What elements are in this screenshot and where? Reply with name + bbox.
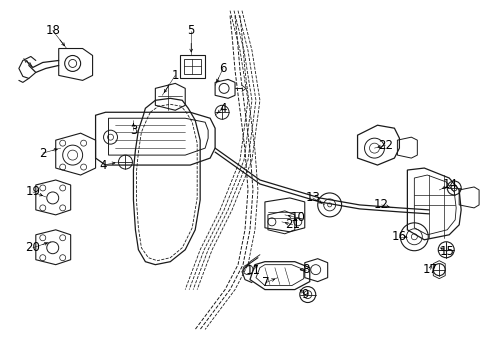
Text: 5: 5	[187, 24, 195, 37]
Text: 4: 4	[219, 102, 226, 115]
Text: 10: 10	[290, 211, 305, 224]
Text: 7: 7	[262, 276, 269, 289]
Text: 19: 19	[25, 185, 40, 198]
Text: 13: 13	[305, 192, 320, 204]
Text: 11: 11	[245, 264, 260, 277]
Text: 14: 14	[442, 179, 457, 192]
Text: 22: 22	[377, 139, 392, 152]
Text: 12: 12	[373, 198, 388, 211]
Text: 20: 20	[25, 241, 40, 254]
Text: 21: 21	[285, 218, 300, 231]
Text: 3: 3	[129, 124, 137, 137]
Text: 2: 2	[39, 147, 46, 159]
Text: 6: 6	[219, 62, 226, 75]
Text: 18: 18	[45, 24, 60, 37]
Text: 17: 17	[422, 263, 437, 276]
Text: 9: 9	[301, 288, 308, 301]
Text: 15: 15	[439, 245, 454, 258]
Text: 4: 4	[100, 158, 107, 172]
Text: 8: 8	[302, 263, 309, 276]
Text: 16: 16	[391, 230, 406, 243]
Text: 1: 1	[171, 69, 179, 82]
